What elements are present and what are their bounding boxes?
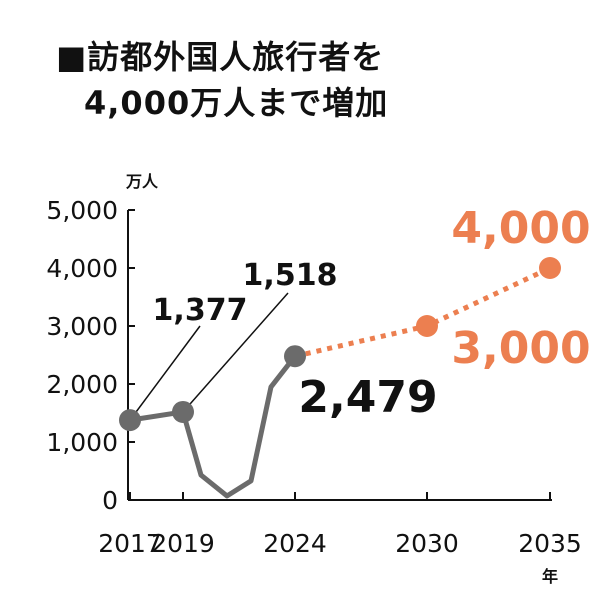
x-tick-label: 2019 (151, 529, 215, 558)
actual-data-point (119, 409, 141, 432)
forecast-data-point (539, 257, 561, 279)
data-label-2035: 4,000 (451, 203, 590, 254)
data-label-2019: 1,518 (243, 258, 338, 293)
y-tick-label: 5,000 (46, 196, 118, 225)
x-tick-label: 2024 (263, 529, 327, 558)
y-tick-label: 2,000 (46, 370, 118, 399)
data-label-2030: 3,000 (451, 323, 590, 374)
actual-series-line (129, 354, 297, 499)
title-line-2: 4,000万人まで増加 (84, 84, 389, 122)
actual-data-point (284, 345, 306, 368)
y-axis-unit: 万人 (126, 172, 159, 191)
leader-line-2017 (129, 325, 201, 421)
x-tick-label: 2035 (518, 529, 582, 558)
data-label-2024: 2,479 (298, 372, 437, 423)
actual-data-point (172, 400, 194, 423)
forecast-data-point (416, 315, 438, 337)
y-tick-label: 3,000 (46, 312, 118, 341)
chart-title: ■訪都外国人旅行者を 4,000万人まで増加 (56, 34, 576, 126)
y-tick-label: 1,000 (46, 428, 118, 457)
y-tick-label: 4,000 (46, 254, 118, 283)
leader-line-2019 (182, 292, 289, 413)
x-tick-label: 2017 (98, 529, 162, 558)
title-line-1: ■訪都外国人旅行者を (56, 38, 385, 76)
x-tick-label: 2030 (395, 529, 459, 558)
data-label-2017: 1,377 (153, 293, 248, 328)
x-axis-unit: 年 (542, 567, 558, 586)
y-tick-label: 0 (102, 486, 118, 515)
